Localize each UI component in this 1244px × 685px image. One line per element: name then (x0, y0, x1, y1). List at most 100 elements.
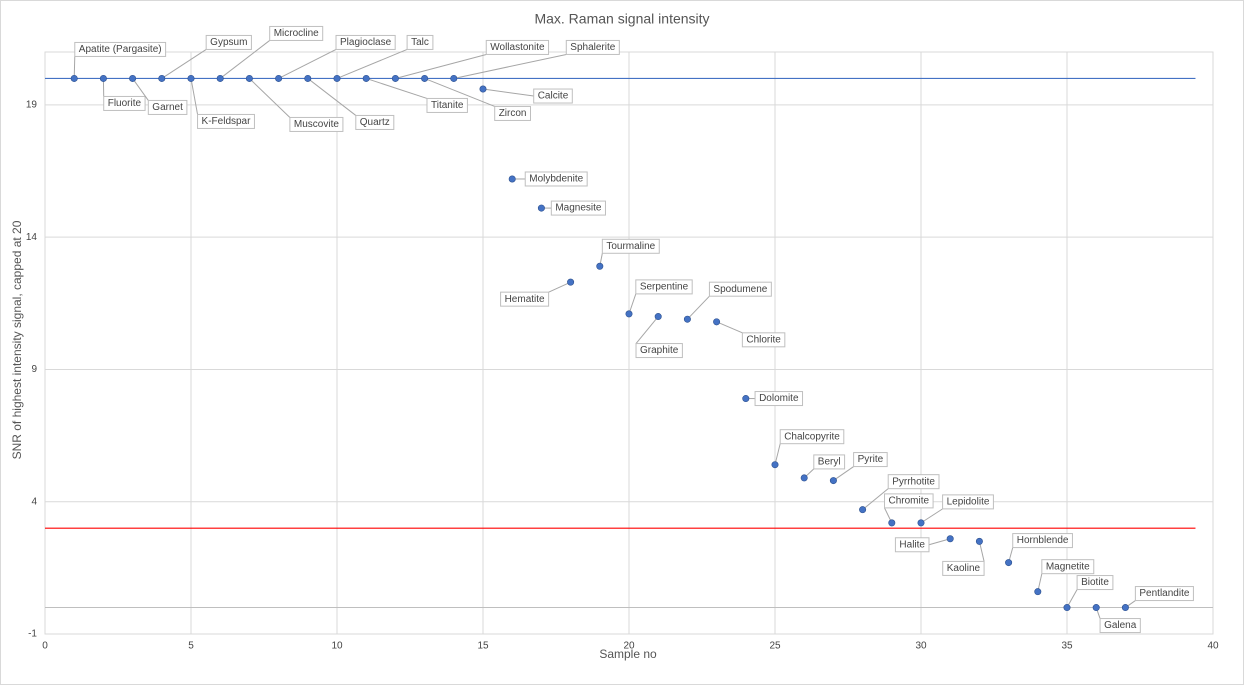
point (654, 313, 662, 321)
data-label: Galena (1095, 607, 1141, 634)
data-label-text: Molybdenite (529, 174, 583, 185)
point (1121, 604, 1129, 612)
data-label-box (887, 474, 940, 490)
x-tick-label: 20 (623, 641, 635, 652)
y-tick-label: -1 (28, 629, 37, 640)
data-label-text: Graphite (640, 345, 679, 356)
data-label-text: Microcline (274, 28, 319, 39)
leader-line (482, 88, 534, 97)
data-label: Chlorite (716, 321, 786, 348)
data-label: Magnetite (1037, 559, 1095, 592)
data-label-box (147, 99, 188, 115)
point (771, 461, 779, 469)
data-label-box (550, 200, 606, 216)
data-label-text: Spodumene (713, 284, 767, 295)
data-label: Wollastonite (395, 39, 550, 79)
data-label-text: Fluorite (108, 98, 142, 109)
data-label-box (601, 238, 660, 254)
leader-line (628, 293, 637, 315)
x-tick-label: 0 (42, 641, 48, 652)
data-label-box (1012, 533, 1073, 549)
data-label-text: Gypsum (210, 37, 247, 48)
data-label-text: Zircon (499, 108, 527, 119)
data-label-box (741, 332, 786, 348)
data-label-box (1041, 559, 1095, 575)
data-label: Chalcopyrite (774, 429, 845, 465)
leader-line (716, 321, 743, 334)
data-label-box (894, 537, 930, 553)
data-label-box (355, 114, 395, 130)
x-axis-title: Sample no (599, 647, 657, 661)
leader-line (73, 56, 76, 79)
data-label-text: Pyrite (858, 454, 884, 465)
data-label-text: Biotite (1081, 577, 1109, 588)
point (129, 74, 137, 82)
data-label-box (708, 281, 772, 297)
data-label-box (565, 39, 620, 55)
data-label: Pentlandite (1125, 586, 1194, 608)
data-label: Serpentine (628, 279, 693, 315)
data-label-box (779, 429, 845, 445)
leader-line (249, 78, 291, 118)
data-label: Titanite (366, 77, 468, 113)
point (596, 262, 604, 270)
data-label-text: Magnesite (555, 203, 602, 214)
point (888, 519, 896, 527)
point (70, 74, 78, 82)
data-label-text: Chalcopyrite (784, 431, 840, 442)
data-label-text: Quartz (360, 117, 390, 128)
chart-title: Max. Raman signal intensity (534, 11, 709, 27)
data-label: Spodumene (687, 281, 772, 320)
data-label-text: Beryl (818, 457, 841, 468)
data-label: Halite (894, 537, 951, 553)
leader-line (833, 466, 854, 481)
leader-line (190, 78, 199, 115)
data-label-text: Hornblende (1017, 535, 1069, 546)
data-label-box (485, 39, 550, 55)
data-label-text: Kaoline (947, 563, 981, 574)
y-tick-label: 19 (26, 100, 38, 111)
x-tick-label: 40 (1207, 641, 1219, 652)
x-tick-label: 30 (915, 641, 927, 652)
point (99, 74, 107, 82)
data-label-text: K-Feldspar (202, 116, 252, 127)
data-label-box (635, 279, 693, 295)
x-tick-label: 10 (331, 641, 343, 652)
point (362, 74, 370, 82)
data-label-text: Muscovite (294, 119, 339, 130)
leader-line (928, 538, 951, 546)
point (508, 175, 516, 183)
leader-line (336, 48, 408, 79)
data-label-box (813, 454, 846, 470)
x-tick-label: 25 (769, 641, 781, 652)
data-label-box (426, 97, 468, 113)
y-axis-title: SNR of highest intensity signal, capped … (10, 220, 24, 459)
data-label-box (635, 343, 683, 359)
point (304, 74, 312, 82)
data-label: Lepidolite (920, 494, 994, 524)
data-label: Talc (336, 34, 434, 79)
data-label: Magnesite (541, 200, 606, 216)
data-label-text: Galena (1104, 620, 1137, 631)
data-label-text: Halite (899, 539, 925, 550)
data-label: Calcite (482, 88, 573, 104)
point (683, 315, 691, 323)
data-label-text: Tourmaline (606, 241, 655, 252)
leader-line (862, 488, 889, 511)
point (567, 278, 575, 286)
data-label-text: Plagioclase (340, 37, 392, 48)
leader-line (132, 78, 149, 101)
data-label: Hornblende (1008, 533, 1073, 563)
data-label-box (853, 452, 888, 468)
leader-line (307, 78, 357, 116)
leader-line (453, 53, 567, 79)
data-label: Zircon (424, 77, 531, 121)
leader-line (774, 443, 781, 465)
data-label-text: Lepidolite (947, 497, 990, 508)
point (1063, 604, 1071, 612)
point (158, 74, 166, 82)
data-label: Biotite (1066, 575, 1114, 608)
data-label: Muscovite (249, 78, 344, 132)
point (859, 506, 867, 514)
